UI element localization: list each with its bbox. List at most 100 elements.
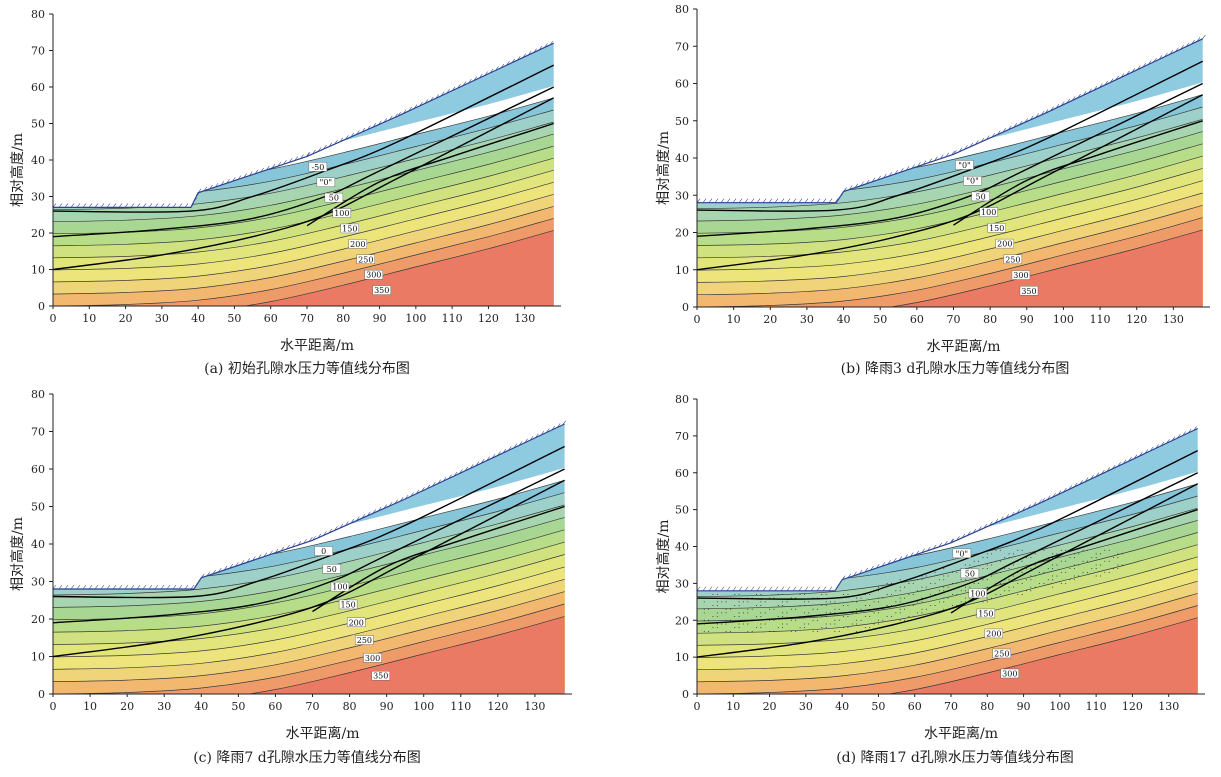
contour-line: [53, 603, 565, 694]
rainfall-boundary-mark: [533, 48, 537, 53]
rainfall-boundary-mark: [254, 169, 259, 174]
contour-label-box: [314, 546, 333, 556]
rainfall-boundary-mark: [415, 489, 420, 495]
wetting-front-dot: [921, 601, 923, 603]
x-tick-label: 70: [944, 700, 958, 713]
rainfall-boundary-mark: [263, 552, 268, 557]
rainfall-boundary-mark: [860, 181, 864, 186]
rainfall-boundary-mark: [323, 531, 327, 536]
rainfall-boundary-mark: [1066, 98, 1071, 104]
rainfall-boundary-mark: [124, 203, 129, 208]
x-tick-label: 70: [947, 313, 961, 326]
wetting-front-dot: [947, 586, 949, 588]
rainfall-boundary-mark: [506, 61, 510, 66]
rainfall-boundary-mark: [1101, 469, 1105, 475]
rainfall-boundary-mark: [1191, 39, 1195, 45]
wetting-front-dot: [1104, 560, 1106, 562]
rainfall-boundary-mark: [323, 144, 327, 150]
rainfall-boundary-mark: [1038, 499, 1042, 504]
rainfall-boundary-mark: [328, 142, 333, 147]
rainfall-boundary-mark: [201, 573, 205, 578]
wetting-front-dot: [956, 571, 958, 573]
rainfall-boundary-mark: [206, 571, 211, 577]
rainfall-boundary-mark: [237, 175, 242, 180]
wetting-front-dot: [703, 612, 705, 614]
wetting-front-dot: [803, 601, 805, 603]
wetting-front-dot: [960, 590, 962, 592]
wetting-front-dot: [877, 619, 879, 621]
wetting-front-dot: [851, 623, 853, 625]
rainfall-boundary-mark: [309, 537, 313, 542]
stratum-boundary: [696, 483, 1199, 658]
wetting-front-dot: [716, 612, 718, 614]
rainfall-boundary-mark: [328, 528, 333, 534]
rainfall-boundary-mark: [300, 154, 304, 159]
wetting-front-dot: [1117, 568, 1119, 570]
wetting-front-dot: [1012, 575, 1014, 577]
rainfall-boundary-mark: [738, 198, 743, 203]
rainfall-boundary-mark: [361, 514, 366, 519]
rainfall-boundary-mark: [413, 104, 418, 109]
rainfall-boundary-mark: [1133, 454, 1138, 459]
x-tick-label: 120: [1122, 700, 1143, 713]
x-tick-label: 120: [478, 312, 499, 325]
wetting-front-dot: [773, 597, 775, 599]
wetting-front-dot: [1082, 549, 1084, 551]
wetting-front-dot: [1030, 590, 1032, 592]
rainfall-boundary-mark: [148, 584, 153, 590]
rainfall-boundary-mark: [486, 456, 490, 461]
stratum-boundary: [696, 82, 1204, 237]
rainfall-boundary-mark: [744, 586, 749, 591]
rainfall-boundary-mark: [768, 198, 773, 203]
wetting-front-dot: [1078, 553, 1080, 555]
y-tick-label: 10: [31, 264, 45, 277]
rainfall-boundary-mark: [345, 521, 349, 526]
y-tick-label: 60: [31, 81, 45, 94]
contour-label-box: [1011, 270, 1031, 280]
rainfall-boundary-mark: [732, 198, 737, 203]
wetting-front-dot: [1056, 564, 1058, 566]
wetting-front-dot: [734, 593, 736, 595]
wetting-front-dot: [821, 605, 823, 606]
wetting-front-dot: [1091, 568, 1093, 570]
wetting-front-dot: [930, 593, 932, 595]
wetting-front-dot: [904, 586, 906, 588]
wetting-front-dot: [808, 601, 810, 603]
wetting-front-dot: [960, 601, 962, 603]
rainfall-boundary-mark: [1055, 103, 1060, 109]
rainfall-boundary-mark: [470, 464, 474, 469]
rainfall-boundary-mark: [1077, 93, 1081, 99]
slope-surface: [697, 427, 1198, 592]
contour-label-box: [340, 223, 360, 234]
rainfall-boundary-mark: [961, 533, 966, 539]
wetting-front-dot: [917, 579, 919, 581]
x-tick-label: 60: [264, 312, 278, 325]
contour-label-box: [960, 568, 980, 579]
rainfall-boundary-mark: [260, 167, 264, 173]
contour-label: 150: [989, 224, 1004, 233]
wetting-front-dot: [860, 619, 862, 621]
rainfall-boundary-mark: [130, 584, 135, 590]
wetting-front-dot: [1021, 593, 1023, 595]
wetting-front-dot: [951, 605, 953, 606]
wetting-front-dot: [751, 608, 753, 610]
wetting-front-dot: [978, 582, 980, 584]
rainfall-boundary-mark: [849, 185, 853, 190]
wetting-front-dot: [1047, 568, 1049, 570]
wetting-front-dot: [812, 630, 814, 632]
wetting-front-dot: [917, 590, 919, 592]
wetting-front-dot: [899, 608, 901, 610]
rainfall-boundary-mark: [994, 519, 999, 524]
rainfall-boundary-mark: [875, 563, 880, 569]
wetting-front-dot: [712, 627, 714, 629]
wetting-front-dot: [790, 619, 792, 621]
wetting-front-dot: [856, 623, 858, 625]
wetting-front-dot: [716, 601, 718, 603]
rainfall-boundary-mark: [394, 113, 399, 118]
rainfall-boundary-mark: [762, 586, 767, 591]
wetting-front-dot: [747, 623, 749, 625]
wetting-front-dot: [1039, 582, 1041, 584]
wetting-front-dot: [782, 612, 784, 614]
rainfall-boundary-mark: [76, 584, 81, 590]
